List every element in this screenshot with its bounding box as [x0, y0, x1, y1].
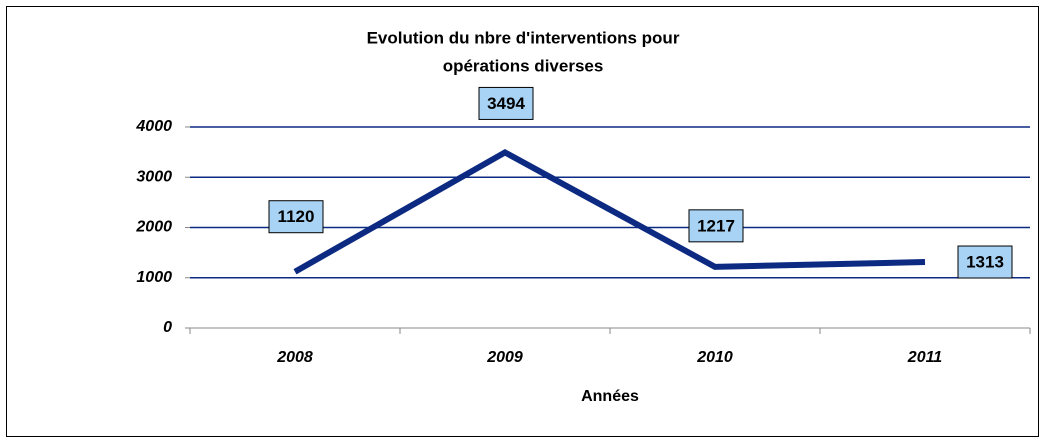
- data-label: 3494: [487, 94, 525, 113]
- x-axis-label: Années: [581, 388, 639, 405]
- data-label: 1217: [697, 216, 735, 235]
- data-label-box: [268, 200, 324, 234]
- y-tick-label: 2000: [135, 219, 172, 236]
- x-tick-label: 2009: [486, 349, 523, 366]
- data-label: 1313: [966, 253, 1004, 272]
- y-tick-label: 4000: [135, 118, 172, 135]
- x-tick-label: 2008: [276, 349, 313, 366]
- data-label-box: [478, 86, 534, 120]
- y-tick-label: 3000: [136, 168, 172, 185]
- data-label-box: [688, 209, 744, 243]
- y-tick-label: 1000: [136, 269, 172, 286]
- chart-title: Evolution du nbre d'interventions pour: [367, 28, 680, 47]
- chart-title: opérations diverses: [443, 56, 604, 75]
- data-line: [293, 148, 926, 275]
- data-label: 1120: [278, 207, 315, 226]
- chart-frame: [6, 6, 1039, 437]
- data-label-box: [957, 245, 1013, 279]
- y-tick-label: 0: [163, 319, 172, 336]
- x-tick-label: 2011: [907, 349, 943, 366]
- x-tick-label: 2010: [696, 349, 733, 366]
